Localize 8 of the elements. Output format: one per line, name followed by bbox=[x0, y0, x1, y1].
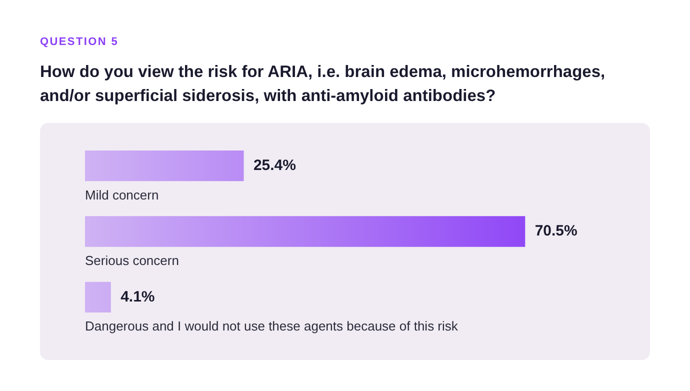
y-tick-label: Mild concern bbox=[85, 187, 159, 202]
data-label: 4.1% bbox=[120, 288, 155, 306]
data-label: 70.5% bbox=[534, 222, 578, 240]
y-tick-label: Serious concern bbox=[85, 253, 179, 268]
data-label: 25.4% bbox=[253, 156, 296, 174]
y-tick-label: Dangerous and I would not use these agents because of this risk bbox=[85, 318, 458, 334]
chart-title: How do you view the risk for ARIA, i.e. brain edema, microhemorrhages, and/or superficial siderosis, with anti-amyloid antibodies? bbox=[40, 62, 606, 107]
chart-subtitle: QUESTION 5 bbox=[40, 36, 119, 48]
